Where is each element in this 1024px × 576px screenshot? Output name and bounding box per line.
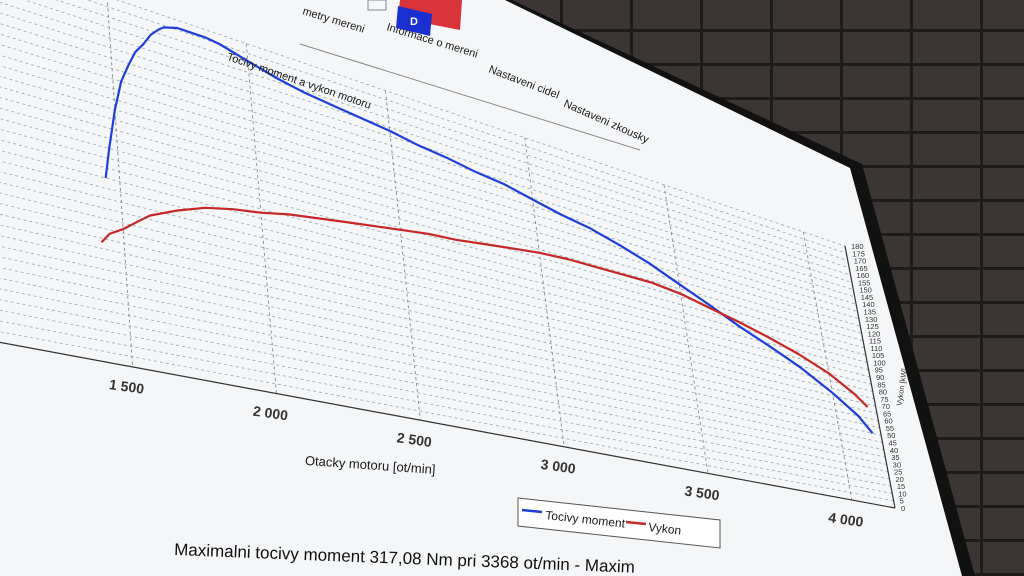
grid-line-h bbox=[0, 246, 884, 451]
grid-line-h bbox=[0, 235, 883, 443]
screen-surface bbox=[0, 0, 962, 576]
x-tick-label: 3 500 bbox=[684, 483, 721, 504]
legend: Tocivy moment Vykon bbox=[517, 497, 721, 549]
y-tick-label-right: 100 bbox=[873, 358, 886, 367]
series-line-vykon bbox=[100, 206, 869, 408]
grid-line-h bbox=[0, 191, 878, 414]
y-tick-label-right: 50 bbox=[887, 431, 895, 440]
grid-line-h bbox=[0, 38, 858, 312]
y-tick-label-right: 35 bbox=[891, 453, 899, 462]
y-tick-label-right: 95 bbox=[875, 366, 883, 375]
y-tick-label-right: 65 bbox=[883, 409, 891, 418]
y-tick-label-right: 80 bbox=[879, 388, 887, 397]
plot-frame-right bbox=[844, 245, 896, 509]
legend-swatch-vykon bbox=[625, 520, 647, 526]
grid-line-v bbox=[663, 184, 709, 474]
y-tick-label-right: 20 bbox=[895, 475, 903, 484]
grid-line-h bbox=[0, 202, 879, 422]
y-tick-label-right: 40 bbox=[890, 446, 898, 455]
y-tick-label-right: 55 bbox=[886, 424, 894, 433]
grid-line-h bbox=[0, 159, 873, 392]
grid-line-h bbox=[0, 148, 872, 385]
grid-line-h bbox=[0, 224, 882, 436]
grid-line-v bbox=[245, 43, 277, 394]
y-tick-label-right: 90 bbox=[876, 373, 884, 382]
grid-line-h bbox=[0, 71, 862, 334]
y-tick-label-right: 70 bbox=[882, 402, 890, 411]
y-tick-label-right: 165 bbox=[855, 264, 868, 273]
y-tick-label-right: 140 bbox=[862, 300, 875, 309]
y-tick-label-right: 170 bbox=[854, 257, 867, 266]
grid-line-h bbox=[0, 257, 886, 458]
plot-frame-bottom bbox=[0, 334, 896, 509]
grid-line-h bbox=[0, 115, 868, 363]
y-tick-label-right: 10 bbox=[898, 489, 906, 498]
y-tick-label-right: 135 bbox=[864, 308, 877, 317]
y-tick-label-right: 130 bbox=[865, 315, 878, 324]
y-tick-label-right: 160 bbox=[857, 271, 870, 280]
grid-line-h bbox=[0, 181, 876, 407]
y-tick-label-right: 145 bbox=[861, 293, 874, 302]
y-tick-label-right: 15 bbox=[897, 482, 905, 491]
y-tick-label-right: 85 bbox=[877, 380, 885, 389]
y-tick-label-right: 0 bbox=[901, 504, 905, 513]
y-tick-label-right: 125 bbox=[866, 322, 879, 331]
grid-line-h bbox=[0, 279, 889, 473]
grid-line-h bbox=[0, 27, 857, 305]
y-tick-label-right: 75 bbox=[880, 395, 888, 404]
x-tick-label: 4 000 bbox=[827, 509, 864, 530]
grid-line-v bbox=[385, 90, 421, 421]
grid-line-h bbox=[0, 5, 854, 291]
grid-line-h bbox=[0, 323, 894, 502]
grid-line-h bbox=[0, 0, 851, 276]
toolbar-box[interactable] bbox=[367, 0, 387, 11]
grid-line-h bbox=[0, 49, 860, 320]
blue-chip[interactable] bbox=[396, 6, 432, 36]
grid-line-h bbox=[0, 137, 871, 378]
y-tick-label-right: 150 bbox=[859, 286, 872, 295]
y-tick-label-right: 110 bbox=[870, 344, 882, 353]
x-tick-label: 2 500 bbox=[396, 429, 433, 450]
x-tick-label: 1 500 bbox=[108, 376, 145, 397]
grid-line-h bbox=[0, 170, 875, 400]
legend-swatch-tocivy-moment bbox=[521, 508, 543, 514]
grid-line-h bbox=[0, 16, 855, 298]
x-tick-label: 2 000 bbox=[252, 403, 289, 424]
series-line-tocivy-moment bbox=[104, 26, 874, 434]
grid-line-v bbox=[106, 0, 134, 367]
grid-line-h bbox=[0, 126, 869, 371]
y-tick-label-right: 60 bbox=[884, 417, 892, 426]
legend-box bbox=[517, 497, 721, 549]
y-tick-label-right: 45 bbox=[889, 439, 897, 448]
grid-line-h bbox=[0, 290, 890, 480]
grid-line-h bbox=[0, 268, 887, 465]
grid-line-h bbox=[0, 0, 853, 283]
blue-chip-label: D bbox=[410, 16, 418, 28]
y-tick-label-right: 115 bbox=[869, 337, 881, 346]
y-tick-label-right: 180 bbox=[851, 242, 864, 251]
y-tick-label-right: 120 bbox=[868, 329, 881, 338]
grid-line-h bbox=[0, 60, 861, 327]
y-tick-label-right: 30 bbox=[893, 460, 901, 469]
y-tick-label-right: 105 bbox=[872, 351, 885, 360]
grid-line-h bbox=[0, 213, 880, 429]
legend-label-vykon: Vykon bbox=[648, 520, 682, 537]
y-tick-label-right: 5 bbox=[900, 497, 904, 506]
y-tick-label-right: 25 bbox=[894, 468, 902, 477]
y-tick-label-right: 155 bbox=[858, 278, 871, 287]
grid-line-v bbox=[524, 137, 565, 447]
grid-line-h bbox=[0, 312, 893, 494]
y-tick-label-right: 175 bbox=[852, 249, 865, 258]
grid-line-h bbox=[0, 301, 891, 487]
x-tick-label: 3 000 bbox=[540, 456, 577, 477]
grid-line-h bbox=[0, 82, 864, 341]
